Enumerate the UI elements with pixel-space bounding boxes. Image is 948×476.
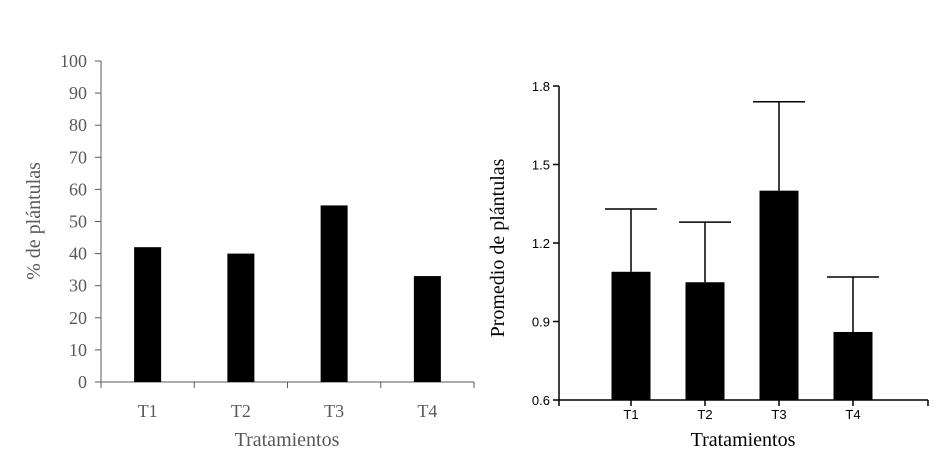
right-chart: 0.6 0.9 1.2 1.5 1.8 T1 T2 T3 T4 Tratamientos Pr… (487, 79, 929, 451)
right-bars (611, 190, 873, 400)
right-bar-t1 (611, 271, 651, 400)
right-y-tick-label: 0.9 (532, 315, 550, 330)
left-x-tick-label: T1 (138, 401, 158, 421)
right-bar-t2 (685, 282, 725, 400)
left-y-tick-label: 60 (69, 179, 87, 199)
left-x-axis-label: Tratamientos (235, 429, 340, 451)
right-x-tick-label: T1 (623, 407, 638, 422)
right-x-ticks (558, 400, 929, 406)
left-y-tick-label: 30 (69, 276, 87, 296)
left-bar-t2 (227, 253, 255, 382)
right-x-tick-label: T2 (697, 407, 712, 422)
right-y-tick-label: 0.6 (532, 393, 550, 408)
left-y-tick-label: 100 (60, 51, 87, 71)
right-bar-t3 (759, 190, 799, 400)
left-y-tick-label: 90 (69, 83, 87, 103)
right-x-tick-labels: T1 T2 T3 T4 (623, 407, 860, 422)
right-y-axis-label: Promedio de plántulas (487, 158, 509, 337)
right-y-tick-label: 1.5 (532, 158, 550, 173)
left-x-tick-label: T4 (417, 401, 437, 421)
left-y-tick-label: 40 (69, 244, 87, 264)
left-bar-t1 (134, 247, 162, 382)
left-x-tick-labels: T1 T2 T3 T4 (138, 401, 438, 421)
left-y-tick-label: 80 (69, 115, 87, 135)
right-y-tick-label: 1.8 (532, 79, 550, 94)
right-x-tick-label: T3 (771, 407, 786, 422)
left-y-tick-label: 50 (69, 212, 87, 232)
left-y-tick-label: 70 (69, 147, 87, 167)
left-y-ticks: 0 10 20 30 40 50 60 70 80 90 100 (60, 51, 101, 392)
left-bars (134, 205, 441, 382)
left-x-tick-label: T3 (324, 401, 344, 421)
left-bar-t3 (320, 205, 348, 382)
left-y-tick-label: 0 (78, 372, 87, 392)
right-error-bars (605, 100, 879, 332)
right-y-ticks: 0.6 0.9 1.2 1.5 1.8 (532, 79, 559, 408)
left-chart: 0 10 20 30 40 50 60 70 80 90 100 T1 T2 T3 T4 Tratamie… (23, 51, 475, 451)
right-y-tick-label: 1.2 (532, 236, 550, 251)
left-y-tick-label: 10 (69, 340, 87, 360)
right-x-tick-label: T4 (845, 407, 860, 422)
right-bar-t4 (833, 331, 873, 400)
right-x-axis-label: Tratamientos (691, 429, 796, 451)
left-y-tick-label: 20 (69, 308, 87, 328)
left-x-tick-label: T2 (231, 401, 251, 421)
left-x-ticks (100, 382, 475, 388)
left-y-axis-label: % de plántulas (23, 162, 45, 280)
left-bar-t4 (413, 276, 441, 382)
